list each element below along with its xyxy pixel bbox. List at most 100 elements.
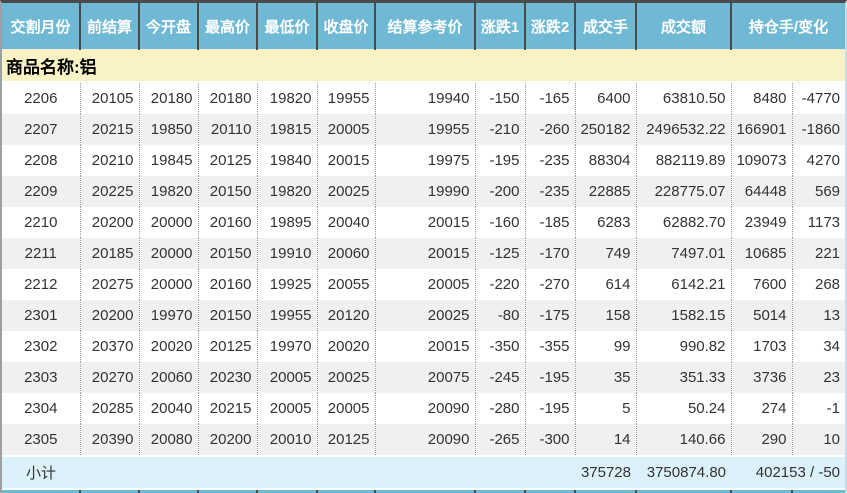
cell-value: 20160 xyxy=(197,207,257,238)
subtotal-label: 小计 xyxy=(2,455,80,489)
cell-value: -195 xyxy=(474,145,525,176)
cell-value: 19910 xyxy=(256,238,317,269)
table-row: 2206 20105 20180 20180 19820 19955 19940 -150 -1… xyxy=(2,82,845,114)
cell-value: 1703 xyxy=(730,331,792,362)
product-name-label: 商品名称:铝 xyxy=(2,49,845,83)
cell-value: 10685 xyxy=(730,238,792,269)
cell-value: 20015 xyxy=(374,207,475,238)
cell-value: 63810.50 xyxy=(635,82,731,114)
strip-cell xyxy=(374,488,475,493)
cell-value: 19990 xyxy=(374,176,475,207)
cell-value: -200 xyxy=(474,176,525,207)
cell-delivery-month: 2208 xyxy=(24,152,58,169)
cell-value: 882119.89 xyxy=(635,145,731,176)
table-row: 2207 20215 19850 20110 19815 20005 19955 -210 -2… xyxy=(2,114,845,145)
cell-empty xyxy=(525,455,575,489)
col-header-change1: 涨跌1 xyxy=(474,3,525,50)
cell-value: 3736 xyxy=(730,362,792,393)
cell-value: 20080 xyxy=(138,424,198,456)
table-row: 2301 20200 19970 20150 19955 20120 20025 -80 -17… xyxy=(2,300,845,331)
cell-empty xyxy=(80,455,139,489)
table-row: 2209 20225 19820 20150 19820 20025 19990 -200 -2… xyxy=(2,176,845,207)
cell-value: -170 xyxy=(524,238,575,269)
cell-value: 569 xyxy=(791,176,845,207)
cell-empty xyxy=(475,455,525,489)
cell-value: 35 xyxy=(574,362,636,393)
cell-value: -220 xyxy=(474,269,525,300)
cell-value: -210 xyxy=(474,114,525,145)
cell-value: -280 xyxy=(474,393,525,424)
cell-value: 20180 xyxy=(138,82,198,114)
cell-value: 20225 xyxy=(79,176,139,207)
cell-value: 19955 xyxy=(374,114,475,145)
col-header-change2: 涨跌2 xyxy=(524,3,575,50)
cell-delivery-month: 2210 xyxy=(24,214,58,231)
cell-value: 20105 xyxy=(79,82,139,114)
cell-value: 19820 xyxy=(256,82,317,114)
cell-value: 6142.21 xyxy=(635,269,731,300)
cell-value: -245 xyxy=(474,362,525,393)
cell-value: 20005 xyxy=(256,362,317,393)
cell-value: 221 xyxy=(791,238,845,269)
cell-value: 20000 xyxy=(138,238,198,269)
cell-empty xyxy=(139,455,198,489)
cell-value: 351.33 xyxy=(635,362,731,393)
cell-value: 23949 xyxy=(730,207,792,238)
cell-value: 20150 xyxy=(197,238,257,269)
cell-value: 5014 xyxy=(730,300,792,331)
cell-value: 19925 xyxy=(256,269,317,300)
cell-value: -270 xyxy=(524,269,575,300)
cell-value: 20200 xyxy=(79,300,139,331)
cell-value: 20025 xyxy=(316,176,375,207)
cell-delivery-month: 2305 xyxy=(24,431,58,448)
cell-value: 20000 xyxy=(138,269,198,300)
cell-delivery-month: 2211 xyxy=(24,245,57,262)
col-header-open-interest-change: 持仓手/变化 xyxy=(729,3,845,50)
cell-value: 20180 xyxy=(197,82,257,114)
cell-value: 166901 xyxy=(730,114,792,145)
cell-value: 20110 xyxy=(197,114,257,145)
cell-value: 20215 xyxy=(197,393,257,424)
cell-delivery-month: 2301 xyxy=(24,307,58,324)
cell-value: 158 xyxy=(574,300,636,331)
cell-value: -80 xyxy=(474,300,525,331)
cell-value: 50.24 xyxy=(635,393,731,424)
cell-value: 20200 xyxy=(79,207,139,238)
cell-value: -150 xyxy=(474,82,525,114)
cell-value: 228775.07 xyxy=(635,176,731,207)
col-header-turnover: 成交额 xyxy=(635,3,731,50)
cell-value: -235 xyxy=(524,145,575,176)
cell-value: 20230 xyxy=(197,362,257,393)
table-row: 2212 20275 20000 20160 19925 20055 20005 -220 -2… xyxy=(2,269,845,300)
cell-value: -300 xyxy=(524,424,575,456)
strip-cell xyxy=(316,488,375,493)
cell-value: -125 xyxy=(474,238,525,269)
subtotal-turnover: 3750874.80 xyxy=(636,455,731,489)
subtotal-open-interest-change: 402153 / -50 xyxy=(731,455,845,489)
col-header-low: 最低价 xyxy=(256,3,317,50)
cell-delivery-month: 2303 xyxy=(24,369,58,386)
cell-value: 20015 xyxy=(374,331,475,362)
table-row: 2303 20270 20060 20230 20005 20025 20075 -245 -1… xyxy=(2,362,845,393)
cell-value: 6400 xyxy=(574,82,636,114)
cell-value: 20020 xyxy=(138,331,198,362)
cell-value: 20090 xyxy=(374,424,475,456)
cell-value: 20285 xyxy=(79,393,139,424)
cell-value: -260 xyxy=(524,114,575,145)
cell-value: 20370 xyxy=(79,331,139,362)
cell-value: 19845 xyxy=(138,145,198,176)
cell-value: 990.82 xyxy=(635,331,731,362)
cell-value: -195 xyxy=(524,393,575,424)
cell-value: 19820 xyxy=(256,176,317,207)
cell-value: 20055 xyxy=(316,269,375,300)
cell-value: -175 xyxy=(524,300,575,331)
cell-value: 20015 xyxy=(374,238,475,269)
strip-cell xyxy=(730,488,792,493)
data-rows: 2206 20105 20180 20180 19820 19955 19940 -150 -1… xyxy=(2,82,845,456)
cell-value: 20090 xyxy=(374,393,475,424)
cell-value: 19955 xyxy=(316,82,375,114)
strip-cell xyxy=(138,488,198,493)
cell-value: 20185 xyxy=(79,238,139,269)
cell-value: 1582.15 xyxy=(635,300,731,331)
col-header-close: 收盘价 xyxy=(316,3,375,50)
